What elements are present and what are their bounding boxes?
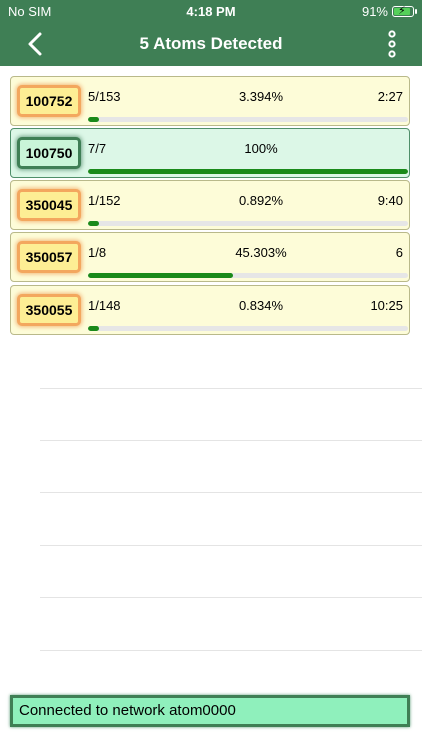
row-divider <box>40 492 422 493</box>
navigation-bar: 5 Atoms Detected <box>0 22 422 66</box>
more-vertical-icon[interactable] <box>386 30 398 58</box>
row-divider <box>40 545 422 546</box>
atom-id-badge[interactable]: 350045 <box>17 189 81 221</box>
row-divider <box>40 440 422 441</box>
time-remaining: 2:27 <box>377 89 403 104</box>
time-remaining: 6 <box>395 245 403 260</box>
atom-list: 100752 5/153 3.394% 2:27 100750 7/7 100% 350045… <box>10 74 422 742</box>
row-divider <box>40 597 422 598</box>
atom-row[interactable]: 100750 7/7 100% <box>10 128 410 178</box>
page-title: 5 Atoms Detected <box>139 34 283 53</box>
battery-indicator: 91% ⚡ <box>361 4 417 19</box>
status-bar: No SIM 4:18 PM 91% ⚡ <box>0 0 422 22</box>
progress-bar-fill <box>88 221 100 226</box>
progress-bar <box>88 273 408 278</box>
time-remaining: 9:40 <box>377 193 403 208</box>
row-divider <box>40 388 422 389</box>
progress-bar-fill <box>88 169 408 174</box>
progress-bar-fill <box>88 326 100 331</box>
progress-bar <box>88 169 408 174</box>
progress-count: 1/148 <box>88 298 121 313</box>
progress-bar <box>88 117 408 122</box>
connection-status: Connected to network atom0000 <box>10 695 410 727</box>
atom-id-badge[interactable]: 350057 <box>17 241 81 273</box>
carrier-label: No SIM <box>8 4 52 19</box>
charging-bolt-icon: ⚡ <box>398 5 406 17</box>
atom-id-badge[interactable]: 350055 <box>17 294 81 326</box>
progress-bar <box>88 221 408 226</box>
progress-count: 5/153 <box>88 89 121 104</box>
time-remaining: 10:25 <box>370 298 403 313</box>
row-divider <box>40 650 422 651</box>
atom-row[interactable]: 350057 1/8 45.303% 6 <box>10 232 410 282</box>
progress-bar-fill <box>88 273 233 278</box>
progress-count: 7/7 <box>88 141 107 156</box>
atom-row[interactable]: 350055 1/148 0.834% 10:25 <box>10 285 410 335</box>
atom-id-badge[interactable]: 100750 <box>17 137 81 169</box>
atom-row[interactable]: 350045 1/152 0.892% 9:40 <box>10 180 410 230</box>
progress-percent: 45.303% <box>235 245 287 260</box>
progress-count: 1/152 <box>88 193 121 208</box>
atom-row[interactable]: 100752 5/153 3.394% 2:27 <box>10 76 410 126</box>
battery-icon: ⚡ <box>392 5 417 17</box>
progress-percent: 3.394% <box>238 89 284 104</box>
progress-percent: 0.892% <box>238 193 284 208</box>
progress-count: 1/8 <box>88 245 107 260</box>
progress-bar-fill <box>88 117 100 122</box>
progress-bar <box>88 326 408 331</box>
progress-percent: 100% <box>244 141 278 156</box>
atom-id-badge[interactable]: 100752 <box>17 85 81 117</box>
progress-percent: 0.834% <box>238 298 284 313</box>
battery-percent: 91% <box>361 4 388 19</box>
chevron-left-icon[interactable] <box>22 30 50 58</box>
clock: 4:18 PM <box>186 4 236 19</box>
